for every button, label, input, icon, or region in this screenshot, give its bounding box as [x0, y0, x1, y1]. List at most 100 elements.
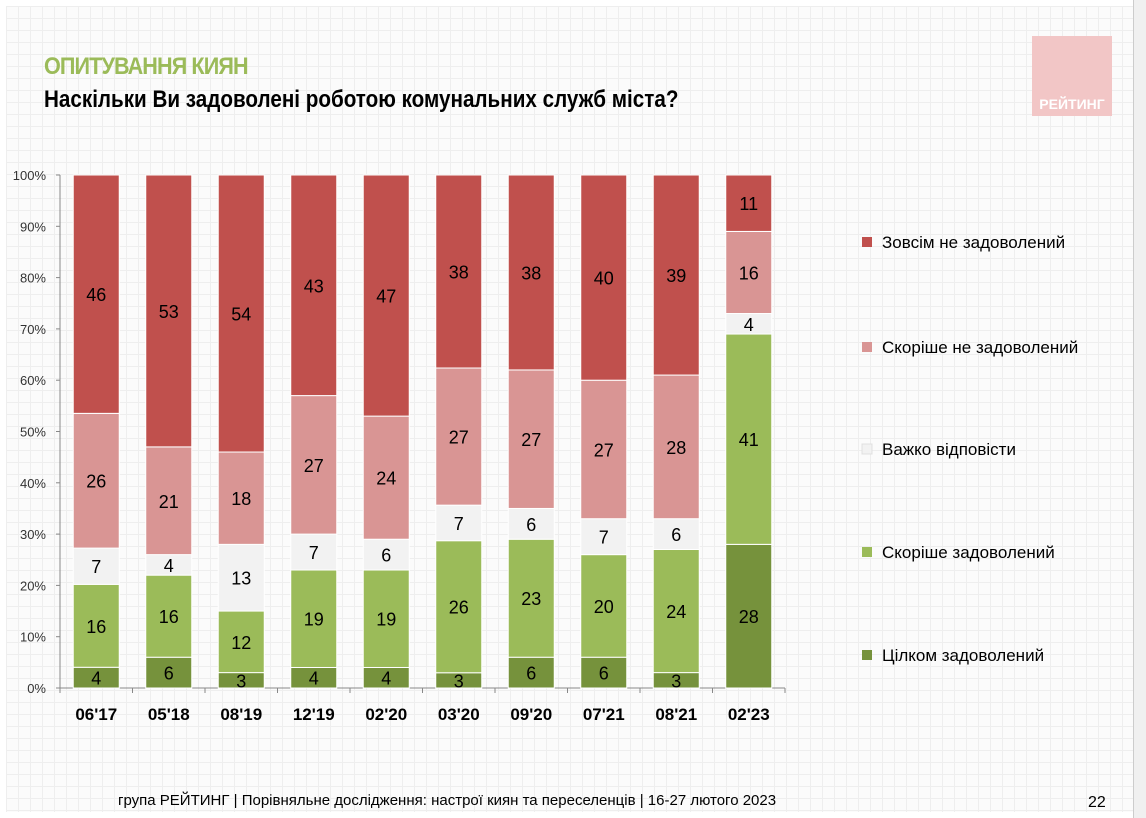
data-label: 6 — [599, 664, 609, 684]
legend-swatch — [861, 443, 873, 455]
data-label: 7 — [454, 514, 464, 534]
bar-segment — [72, 412, 120, 549]
bar-segment — [507, 538, 555, 658]
legend-swatch — [862, 342, 872, 352]
data-label: 6 — [526, 664, 536, 684]
data-label: 4 — [309, 669, 319, 689]
legend-label: Зовсім не задоволений — [882, 233, 1065, 252]
data-label: 7 — [91, 557, 101, 577]
bar-segment — [145, 446, 193, 556]
bar-segment — [290, 533, 338, 571]
y-tick-label: 80% — [20, 271, 46, 286]
data-label: 24 — [666, 602, 686, 622]
bar-segment — [507, 174, 555, 371]
legend-label: Важко відповісти — [882, 440, 1016, 459]
legend-swatch — [862, 547, 872, 557]
bar-segment — [290, 395, 338, 535]
data-label: 16 — [86, 617, 106, 637]
window-edge — [1133, 0, 1146, 818]
data-label: 12 — [231, 633, 251, 653]
x-tick-label: 02'20 — [365, 705, 407, 724]
x-tick-label: 08'21 — [655, 705, 697, 724]
data-label: 4 — [381, 669, 391, 689]
bar-segment — [435, 504, 483, 542]
data-label: 4 — [744, 315, 754, 335]
bar-segment — [725, 333, 773, 545]
data-label: 28 — [666, 438, 686, 458]
bar-segment — [725, 230, 773, 315]
data-label: 41 — [739, 430, 759, 450]
page-number: 22 — [1088, 794, 1106, 811]
data-label: 27 — [449, 428, 469, 448]
legend-label: Скоріше не задоволений — [882, 338, 1078, 357]
bar-segment — [290, 569, 338, 668]
legend-swatch — [862, 650, 872, 660]
bar-segment — [290, 174, 338, 397]
data-label: 3 — [236, 671, 246, 691]
bar-segment — [362, 415, 410, 540]
y-tick-label: 0% — [27, 681, 46, 696]
bar-segment — [435, 174, 483, 369]
footer-text: група РЕЙТИНГ | Порівняльне дослідження:… — [118, 792, 777, 809]
bar-segment — [72, 583, 120, 668]
y-tick-label: 70% — [20, 322, 46, 337]
x-tick-label: 07'21 — [583, 705, 625, 724]
bar-segment — [217, 543, 265, 612]
bar-segment — [72, 174, 120, 414]
data-label: 16 — [159, 607, 179, 627]
bar-segment — [217, 610, 265, 674]
bar-segment — [217, 174, 265, 453]
bar-segment — [145, 574, 193, 658]
data-label: 26 — [449, 598, 469, 618]
data-label: 6 — [671, 525, 681, 545]
data-label: 39 — [666, 266, 686, 286]
data-label: 7 — [309, 543, 319, 563]
data-label: 6 — [164, 664, 174, 684]
bar-segment — [580, 174, 628, 381]
data-label: 3 — [671, 671, 681, 691]
y-tick-label: 30% — [20, 527, 46, 542]
data-label: 47 — [376, 287, 396, 307]
data-label: 18 — [231, 489, 251, 509]
data-label: 19 — [376, 610, 396, 630]
data-label: 46 — [86, 285, 106, 305]
data-label: 20 — [594, 597, 614, 617]
data-label: 6 — [381, 546, 391, 566]
data-label: 7 — [599, 528, 609, 548]
data-label: 38 — [521, 263, 541, 283]
legend-label: Цілком задоволений — [882, 646, 1044, 665]
logo-text: РЕЙТИНГ — [1039, 96, 1105, 112]
data-label: 4 — [91, 669, 101, 689]
bar-segment — [435, 367, 483, 506]
data-label: 26 — [86, 472, 106, 492]
section-kicker: ОПИТУВАННЯ КИЯН — [44, 53, 249, 80]
chart-title: Наскільки Ви задоволені роботою комуналь… — [44, 86, 679, 113]
bar-segment — [652, 548, 700, 674]
data-label: 54 — [231, 305, 251, 325]
rating-logo: РЕЙТИНГ — [1032, 36, 1112, 116]
x-tick-label: 03'20 — [438, 705, 480, 724]
bar-segment — [652, 374, 700, 520]
legend-label: Скоріше задоволений — [882, 543, 1055, 562]
x-tick-label: 06'17 — [75, 705, 117, 724]
x-tick-label: 02'23 — [728, 705, 770, 724]
bar-segment — [725, 543, 773, 689]
bar-segment — [580, 554, 628, 658]
bar-segment — [362, 569, 410, 668]
bar-segment — [580, 379, 628, 520]
y-tick-label: 60% — [20, 373, 46, 388]
x-tick-label: 09'20 — [510, 705, 552, 724]
x-tick-label: 08'19 — [220, 705, 262, 724]
data-label: 3 — [454, 671, 464, 691]
y-tick-label: 100% — [13, 168, 47, 183]
slide-background — [6, 6, 1134, 812]
data-label: 13 — [231, 569, 251, 589]
y-tick-label: 10% — [20, 630, 46, 645]
y-tick-label: 90% — [20, 219, 46, 234]
data-label: 53 — [159, 302, 179, 322]
y-tick-label: 50% — [20, 425, 46, 440]
y-tick-label: 40% — [20, 476, 46, 491]
data-label: 6 — [526, 515, 536, 535]
bar-segment — [217, 451, 265, 545]
